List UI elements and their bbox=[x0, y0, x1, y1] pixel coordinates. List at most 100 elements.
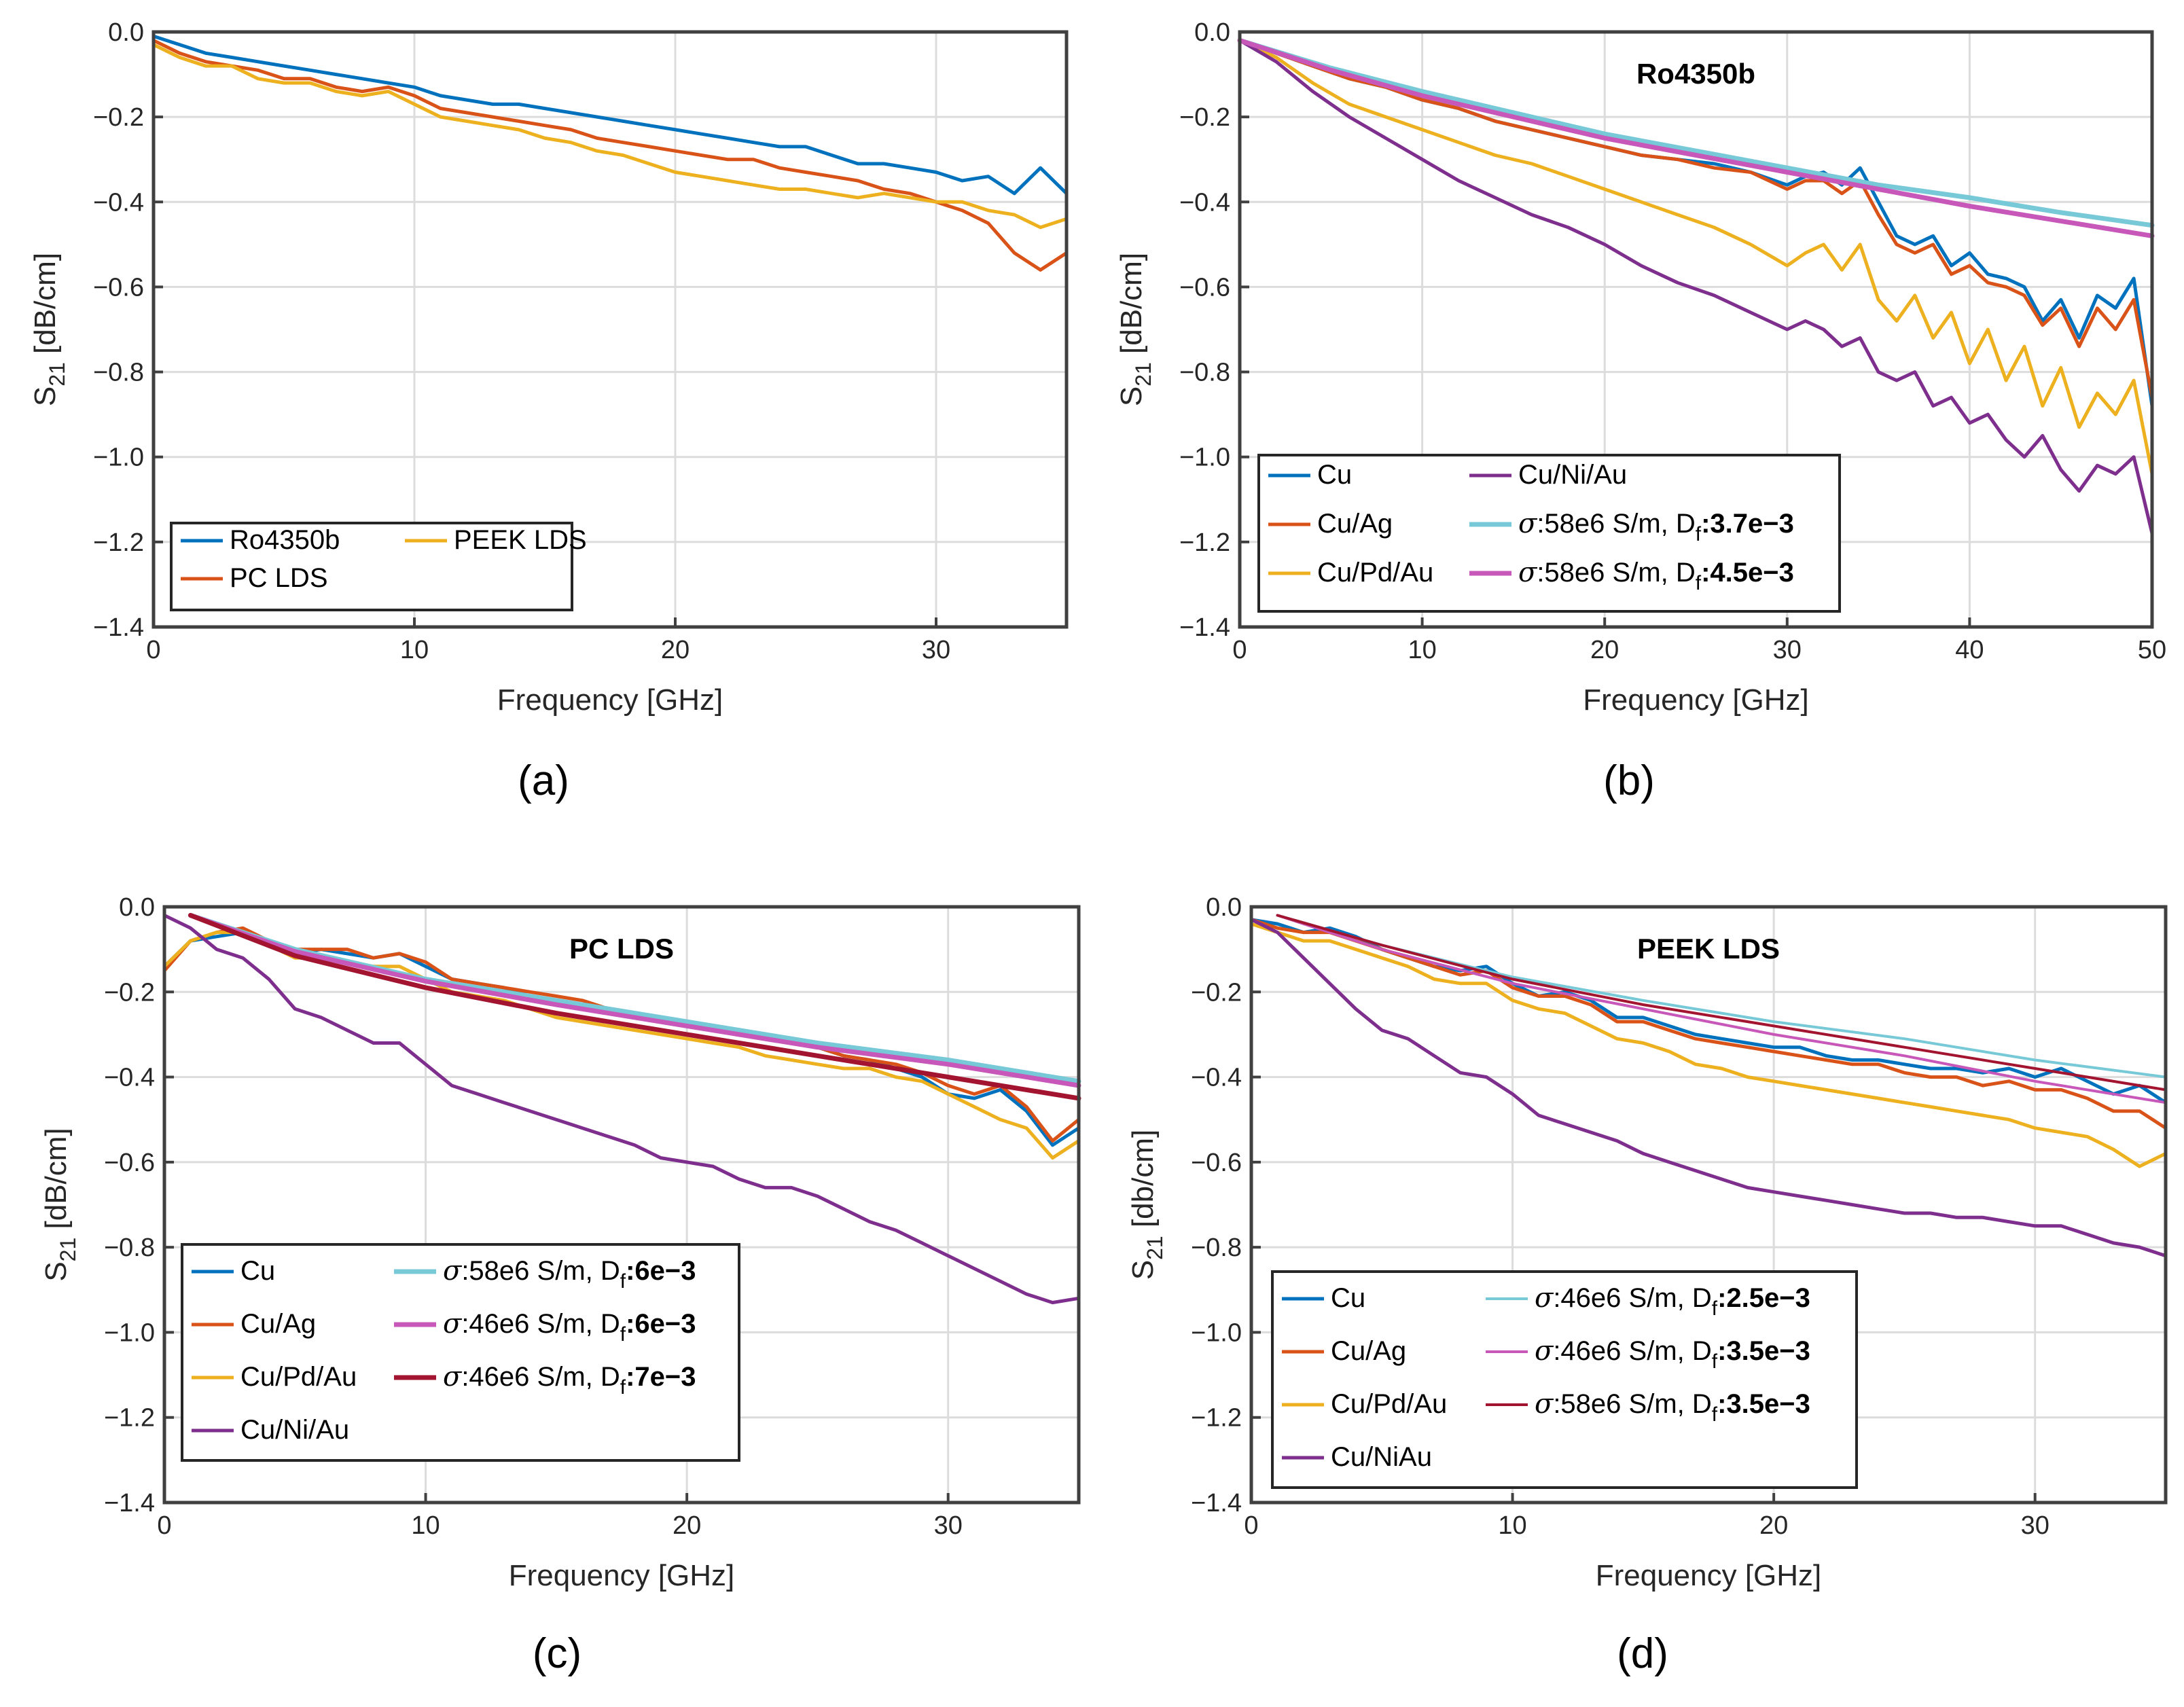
y-tick-label: −0.8 bbox=[93, 359, 144, 387]
axes-box bbox=[162, 905, 1081, 1505]
panel-caption: (d) bbox=[1617, 1630, 1668, 1677]
legend-label: Cu bbox=[1331, 1283, 1365, 1313]
x-tick-label: 20 bbox=[1759, 1511, 1788, 1540]
series-line-3 bbox=[162, 914, 1081, 1305]
y-axis-label: S21 [dB/cm] bbox=[29, 253, 69, 406]
x-tick-label: 0 bbox=[157, 1511, 171, 1540]
x-tick-label: 20 bbox=[673, 1511, 701, 1540]
y-tick-label: 0.0 bbox=[108, 18, 144, 47]
y-tick-label: −1.2 bbox=[93, 528, 144, 557]
x-tick-label: 0 bbox=[146, 636, 160, 664]
y-tick-label: −0.2 bbox=[1179, 103, 1230, 132]
series-line-0 bbox=[151, 34, 1069, 196]
legend-label: Cu/Pd/Au bbox=[1331, 1389, 1447, 1419]
series-line-3 bbox=[1238, 39, 2154, 535]
panel-a: 0 10 20 30 0.0 −0.2 −0.4 −0.6 −0.8 −1.0 −1.2 −1.4 Fr… bbox=[29, 18, 1069, 804]
legend-label: Cu bbox=[240, 1256, 275, 1286]
legend-label: Cu/Ag bbox=[1317, 509, 1393, 539]
legend: Cu Cu/Ag Cu/Pd/Au Cu/Ni/Au σ:58e6 S/m, Df:6e… bbox=[181, 1243, 740, 1462]
y-tick-label: −0.2 bbox=[1191, 978, 1242, 1007]
y-tick-label: −0.4 bbox=[1191, 1064, 1242, 1092]
series-line-1 bbox=[151, 39, 1069, 272]
legend-label: σ:46e6 S/m, Df:3.5e−3 bbox=[1535, 1335, 1810, 1373]
series-line-6 bbox=[188, 913, 1081, 1101]
legend-label: Ro4350b bbox=[230, 525, 340, 555]
y-tick-label: −0.8 bbox=[104, 1234, 155, 1262]
x-tick-label: 10 bbox=[1498, 1511, 1526, 1540]
series-line-3 bbox=[1249, 918, 2168, 1258]
y-tick-label: −1.4 bbox=[1179, 613, 1230, 642]
x-tick-label: 10 bbox=[411, 1511, 440, 1540]
x-axis-label: Frequency [GHz] bbox=[1583, 683, 1809, 717]
x-axis-label: Frequency [GHz] bbox=[497, 683, 723, 717]
y-tick-label: −1.0 bbox=[1179, 444, 1230, 472]
axes-box bbox=[1238, 30, 2154, 629]
x-tick-label: 0 bbox=[1232, 636, 1247, 664]
panel-title: PEEK LDS bbox=[1637, 933, 1780, 965]
x-tick-label: 30 bbox=[2021, 1511, 2049, 1540]
legend-label: σ:58e6 S/m, Df:3.7e−3 bbox=[1518, 508, 1794, 545]
series-line-5 bbox=[188, 913, 1081, 1088]
axes-box bbox=[151, 30, 1069, 629]
y-tick-label: −0.2 bbox=[104, 978, 155, 1007]
series-line-1 bbox=[1249, 918, 2168, 1130]
x-tick-label: 30 bbox=[934, 1511, 963, 1540]
x-axis-label: Frequency [GHz] bbox=[509, 1559, 735, 1592]
x-tick-label: 0 bbox=[1244, 1511, 1258, 1540]
panel-b: 0 10 20 30 40 50 0.0 −0.2 −0.4 −0.6 −0.8 −1.0 −1.2 −1… bbox=[1115, 18, 2166, 804]
legend-label: Cu/NiAu bbox=[1331, 1442, 1432, 1472]
y-tick-label: 0.0 bbox=[119, 893, 155, 922]
x-tick-label: 50 bbox=[2138, 636, 2166, 664]
legend-label: PEEK LDS bbox=[454, 525, 587, 555]
y-tick-label: −1.4 bbox=[104, 1489, 155, 1517]
legend-label: Cu/Ni/Au bbox=[240, 1415, 349, 1445]
panel-c: 0 10 20 30 0.0 −0.2 −0.4 −0.6 −0.8 −1.0 −1.2 −1.4 Fr… bbox=[39, 893, 1081, 1677]
legend-label: PC LDS bbox=[230, 563, 328, 593]
legend-box bbox=[1257, 454, 1841, 613]
panel-title: Ro4350b bbox=[1636, 58, 1755, 90]
series-line-2 bbox=[1238, 39, 2154, 476]
legend-label: σ:46e6 S/m, Df:7e−3 bbox=[443, 1361, 696, 1399]
panel-d: 0 10 20 30 0.0 −0.2 −0.4 −0.6 −0.8 −1.0 −1.2 −1.4 Fr… bbox=[1126, 893, 2168, 1677]
series-line-1 bbox=[1238, 39, 2154, 399]
legend-label: Cu bbox=[1317, 460, 1352, 490]
y-tick-label: −1.0 bbox=[1191, 1318, 1242, 1347]
legend-label: σ:46e6 S/m, Df:6e−3 bbox=[443, 1308, 696, 1346]
y-tick-label: −0.6 bbox=[104, 1149, 155, 1177]
x-axis-label: Frequency [GHz] bbox=[1596, 1559, 1822, 1592]
y-tick-label: −0.4 bbox=[93, 188, 144, 217]
y-tick-label: −1.2 bbox=[1179, 528, 1230, 557]
series-line-6 bbox=[1276, 914, 2167, 1092]
y-tick-label: −0.6 bbox=[1179, 273, 1230, 302]
legend-label: σ:58e6 S/m, Df:6e−3 bbox=[443, 1255, 696, 1293]
y-tick-label: −0.8 bbox=[1179, 359, 1230, 387]
series-line-5 bbox=[1276, 914, 2167, 1104]
y-tick-label: 0.0 bbox=[1194, 18, 1230, 47]
legend-label: σ:46e6 S/m, Df:2.5e−3 bbox=[1535, 1282, 1810, 1320]
legend: Ro4350b PC LDS PEEK LDS bbox=[170, 522, 587, 611]
x-tick-label: 20 bbox=[1590, 636, 1619, 664]
y-tick-label: −1.4 bbox=[93, 613, 144, 642]
series-line-5 bbox=[1237, 38, 2155, 238]
legend-box bbox=[181, 1243, 740, 1462]
legend-box bbox=[1271, 1270, 1858, 1489]
y-tick-label: −0.4 bbox=[104, 1064, 155, 1092]
legend-label: σ:58e6 S/m, Df:3.5e−3 bbox=[1535, 1388, 1810, 1426]
legend-label: Cu/Ag bbox=[1331, 1336, 1406, 1366]
x-tick-label: 30 bbox=[1773, 636, 1802, 664]
x-tick-label: 30 bbox=[922, 636, 950, 664]
y-tick-label: −1.0 bbox=[104, 1318, 155, 1347]
legend-label: Cu/Ni/Au bbox=[1518, 460, 1627, 490]
series-line-2 bbox=[1249, 922, 2168, 1168]
x-tick-label: 40 bbox=[1955, 636, 1984, 664]
panel-caption: (c) bbox=[533, 1630, 581, 1677]
y-axis-label: S21 [db/cm] bbox=[1126, 1130, 1167, 1280]
y-tick-label: −0.6 bbox=[1191, 1149, 1242, 1177]
y-axis-label: S21 [dB/cm] bbox=[1115, 253, 1156, 406]
y-tick-label: −0.2 bbox=[93, 103, 144, 132]
series-line-4 bbox=[1237, 38, 2155, 228]
legend-box bbox=[170, 522, 573, 611]
y-tick-label: −1.2 bbox=[1191, 1404, 1242, 1433]
y-tick-label: −0.6 bbox=[93, 273, 144, 302]
